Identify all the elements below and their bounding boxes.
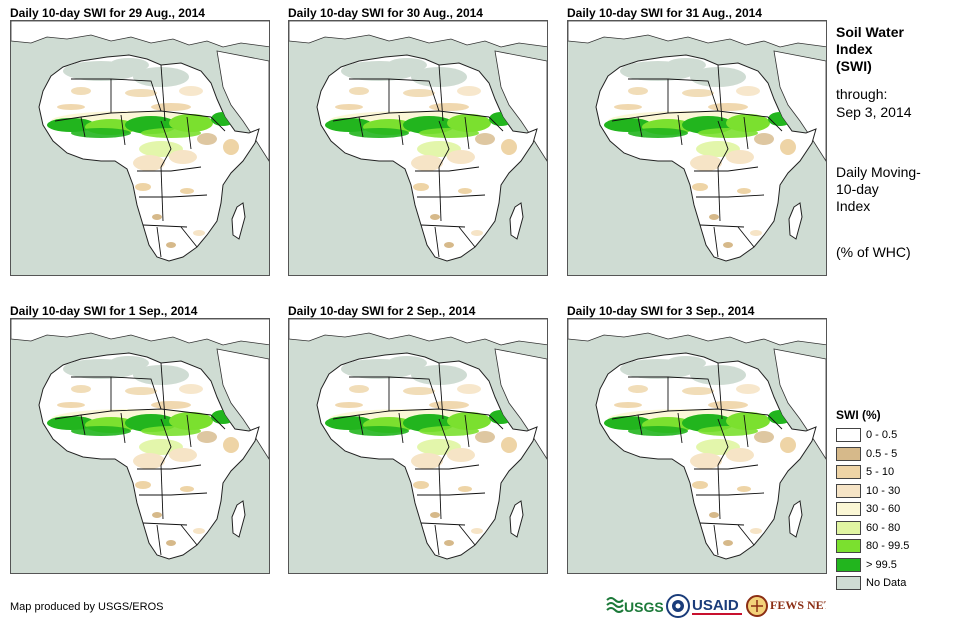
panel-title: Daily 10-day SWI for 31 Aug., 2014 — [567, 6, 762, 20]
swi-map — [10, 318, 270, 574]
legend-swatch — [836, 539, 861, 553]
credit-text: Map produced by USGS/EROS — [10, 601, 164, 613]
legend-swatch — [836, 465, 861, 479]
legend-label: 10 - 30 — [866, 484, 901, 497]
legend-label: 5 - 10 — [866, 466, 895, 478]
legend-item: 60 - 80 — [836, 519, 966, 536]
legend-swatch — [836, 557, 861, 572]
through-date: Sep 3, 2014 — [836, 104, 912, 120]
index-description: Daily Moving- 10-day Index — [836, 164, 921, 214]
usaid-logo: USAID — [692, 594, 744, 620]
panel-title: Daily 10-day SWI for 2 Sep., 2014 — [288, 304, 476, 318]
legend-swatch — [836, 520, 861, 535]
dhs-seal-icon — [666, 594, 690, 620]
fews-net-logo: FEWS NET — [746, 594, 832, 620]
map-panel: Daily 10-day SWI for 3 Sep., 2014 — [567, 304, 827, 574]
svg-text:FEWS NET: FEWS NET — [770, 598, 826, 612]
map-panel: Daily 10-day SWI for 1 Sep., 2014 — [10, 304, 270, 574]
usgs-logo: USGS — [605, 594, 664, 620]
legend-label: 0 - 0.5 — [866, 429, 898, 441]
legend-swatch — [836, 576, 861, 590]
legend-item: 80 - 99.5 — [836, 537, 966, 554]
legend-item: > 99.5 — [836, 556, 966, 573]
legend-label: 60 - 80 — [866, 521, 901, 534]
legend-label: 30 - 60 — [866, 503, 901, 515]
map-panel: Daily 10-day SWI for 30 Aug., 2014 — [288, 6, 548, 276]
panel-title: Daily 10-day SWI for 1 Sep., 2014 — [10, 304, 198, 318]
legend-label: 0.5 - 5 — [866, 447, 898, 460]
svg-text:USAID: USAID — [692, 597, 739, 614]
map-panel: Daily 10-day SWI for 2 Sep., 2014 — [288, 304, 548, 574]
legend-item: 0.5 - 5 — [836, 445, 966, 462]
legend-label: > 99.5 — [866, 558, 897, 571]
panel-title: Daily 10-day SWI for 29 Aug., 2014 — [10, 6, 205, 20]
panel-title: Daily 10-day SWI for 3 Sep., 2014 — [567, 304, 755, 318]
swi-map — [288, 318, 548, 574]
legend-swatch — [836, 428, 861, 442]
panel-title: Daily 10-day SWI for 30 Aug., 2014 — [288, 6, 483, 20]
legend-item: 10 - 30 — [836, 482, 966, 499]
swi-map — [10, 20, 270, 276]
through-label: through: — [836, 86, 888, 102]
map-panel: Daily 10-day SWI for 31 Aug., 2014 — [567, 6, 827, 276]
index-title: Soil Water Index (SWI) — [836, 24, 904, 74]
swi-map — [567, 318, 827, 574]
legend-swatch — [836, 502, 861, 516]
legend-item: 5 - 10 — [836, 463, 966, 480]
legend-item: 30 - 60 — [836, 500, 966, 517]
units-label: (% of WHC) — [836, 244, 911, 260]
swi-map — [567, 20, 827, 276]
legend-label: No Data — [866, 577, 907, 589]
legend-swatch — [836, 483, 861, 498]
swi-map — [288, 20, 548, 276]
svg-text:USGS: USGS — [624, 599, 663, 615]
legend-item: 0 - 0.5 — [836, 426, 966, 443]
map-panel: Daily 10-day SWI for 29 Aug., 2014 — [10, 6, 270, 276]
legend-title: SWI (%) — [836, 408, 881, 422]
legend-swatch — [836, 446, 861, 461]
legend-label: 80 - 99.5 — [866, 540, 910, 552]
legend-item: No Data — [836, 574, 966, 591]
